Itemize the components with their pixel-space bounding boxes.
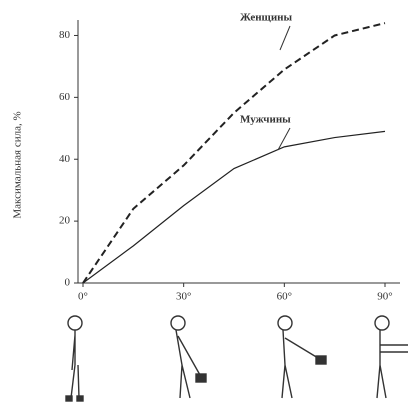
y-axis-label: Максимальная сила, % — [12, 111, 24, 218]
series-label: Женщины — [240, 12, 293, 24]
x-tick-label: 60° — [277, 291, 292, 303]
chart: Максимальная сила, % 0 20 40 60 80 0° 30° 60° 90… — [0, 0, 412, 405]
y-tick-label: 0 — [65, 277, 71, 289]
figure-90 — [375, 316, 408, 398]
y-tick-label: 60 — [59, 91, 71, 103]
series-label: Мужчины — [240, 114, 291, 126]
figure-0 — [66, 316, 83, 401]
y-tick-label: 40 — [59, 153, 71, 165]
series-label-leader — [280, 26, 290, 50]
y-tick-label: 20 — [59, 215, 71, 227]
figure-60 — [278, 316, 326, 398]
x-tick-label: 90° — [377, 291, 392, 303]
series-line — [83, 23, 385, 283]
figure-30 — [171, 316, 206, 398]
y-tick-label: 80 — [59, 29, 71, 41]
x-tick-label: 0° — [78, 291, 88, 303]
series-line — [83, 131, 385, 283]
x-tick-label: 30° — [176, 291, 191, 303]
